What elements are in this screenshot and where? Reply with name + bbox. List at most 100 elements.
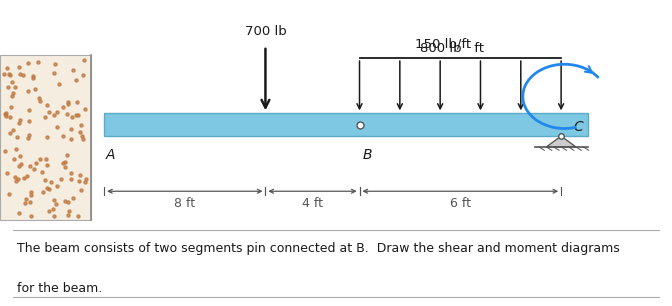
- Point: [59, 164, 70, 169]
- Point: [4, 131, 15, 136]
- Point: [19, 176, 30, 181]
- Point: [51, 184, 62, 188]
- Point: [34, 96, 44, 101]
- Point: [66, 136, 77, 141]
- Point: [16, 161, 27, 166]
- Point: [64, 209, 75, 214]
- Point: [54, 82, 65, 87]
- Point: [0, 148, 11, 153]
- Point: [21, 197, 32, 202]
- Point: [41, 135, 52, 140]
- Point: [73, 112, 84, 117]
- Point: [24, 108, 34, 113]
- Point: [1, 110, 11, 115]
- Text: for the beam.: for the beam.: [17, 282, 102, 294]
- Point: [0, 72, 9, 76]
- Text: 4 ft: 4 ft: [302, 197, 323, 210]
- Point: [79, 58, 90, 63]
- Point: [5, 114, 15, 119]
- Point: [48, 112, 59, 117]
- Point: [42, 103, 53, 108]
- Point: [78, 72, 89, 77]
- Point: [28, 74, 39, 79]
- Point: [29, 167, 40, 172]
- Point: [0, 111, 11, 116]
- Point: [77, 133, 87, 138]
- Point: [66, 176, 77, 181]
- Point: [15, 72, 26, 77]
- Point: [75, 187, 86, 192]
- Point: [76, 123, 87, 128]
- Point: [56, 177, 67, 182]
- Point: [7, 91, 18, 95]
- Point: [52, 109, 62, 114]
- Point: [49, 62, 60, 67]
- Point: [44, 208, 54, 213]
- Point: [11, 147, 22, 152]
- Point: [3, 85, 13, 90]
- Point: [22, 88, 33, 93]
- Point: [62, 111, 73, 116]
- Text: 8 ft: 8 ft: [174, 197, 196, 210]
- Point: [15, 118, 26, 123]
- Point: [68, 68, 79, 73]
- Point: [11, 178, 22, 183]
- Point: [19, 200, 30, 205]
- Point: [65, 126, 76, 131]
- Point: [73, 214, 83, 219]
- Point: [78, 137, 89, 142]
- Point: [26, 213, 36, 218]
- Point: [62, 102, 73, 106]
- Point: [2, 170, 13, 175]
- Point: [13, 65, 24, 70]
- Point: [17, 73, 28, 78]
- Point: [63, 200, 74, 205]
- Point: [74, 173, 85, 177]
- Point: [11, 135, 22, 140]
- Point: [48, 207, 58, 211]
- Point: [13, 211, 24, 216]
- Point: [45, 179, 56, 184]
- Text: 700 lb: 700 lb: [245, 25, 286, 38]
- Point: [57, 161, 68, 166]
- Point: [49, 70, 60, 75]
- Point: [71, 100, 82, 105]
- Point: [7, 80, 17, 84]
- Point: [6, 94, 17, 99]
- Point: [36, 170, 47, 174]
- Point: [5, 105, 16, 110]
- Point: [28, 75, 39, 80]
- Point: [26, 189, 36, 194]
- Point: [24, 132, 34, 137]
- Point: [32, 60, 43, 65]
- Point: [2, 66, 13, 71]
- Point: [67, 114, 77, 119]
- Text: 6 ft: 6 ft: [450, 197, 471, 210]
- Point: [79, 180, 90, 185]
- Point: [38, 189, 48, 194]
- Point: [34, 157, 45, 162]
- Point: [59, 159, 70, 164]
- Point: [73, 179, 84, 184]
- Point: [10, 85, 21, 90]
- Point: [61, 152, 72, 157]
- Point: [79, 107, 90, 112]
- Point: [24, 164, 35, 169]
- Point: [62, 99, 73, 104]
- Point: [8, 156, 19, 161]
- Point: [24, 200, 35, 205]
- Text: C: C: [573, 120, 583, 134]
- Point: [58, 133, 69, 138]
- Point: [30, 86, 40, 91]
- Point: [22, 60, 33, 65]
- Point: [48, 214, 59, 218]
- Point: [42, 185, 52, 190]
- Point: [68, 196, 79, 201]
- Point: [8, 128, 19, 132]
- Point: [13, 163, 24, 168]
- Point: [12, 177, 23, 181]
- Point: [1, 114, 11, 119]
- Point: [3, 192, 14, 197]
- Point: [9, 175, 20, 180]
- Point: [14, 153, 25, 158]
